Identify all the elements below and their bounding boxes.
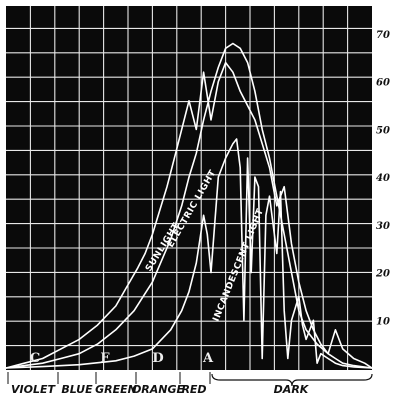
dark-region-brace (211, 373, 373, 387)
plot-area (6, 6, 372, 370)
spectrum-region-label: RED (181, 383, 206, 396)
spectrum-line-marker: F (100, 351, 110, 366)
y-tick-label: 60 (376, 78, 390, 89)
series-line-electric-light (5, 42, 373, 369)
series-line-sunlight (5, 61, 373, 369)
spectrum-region-label: VIOLET (11, 383, 56, 396)
spectrum-line-marker: C (30, 351, 40, 366)
y-tick-label: 40 (376, 173, 390, 184)
spectrum-region-label: GREEN (95, 383, 137, 396)
spectrum-region-label: DARK (274, 383, 310, 396)
series-line-incandescent-light (5, 138, 373, 369)
y-tick-label: 30 (376, 221, 390, 232)
y-tick-label: 20 (375, 269, 390, 280)
y-tick-label: 70 (376, 30, 390, 41)
y-tick-label: 50 (376, 125, 390, 136)
spectrum-region-label: ORANGE (132, 383, 185, 396)
spectrum-line-marker: D (152, 351, 163, 366)
spectrum-region-label: BLUE (61, 383, 93, 396)
curves (5, 42, 373, 369)
y-axis-ticks: 10 20 30 40 50 60 70 (375, 30, 390, 327)
y-tick-label: 10 (376, 316, 390, 327)
spectrum-line-marker: A (202, 351, 214, 366)
